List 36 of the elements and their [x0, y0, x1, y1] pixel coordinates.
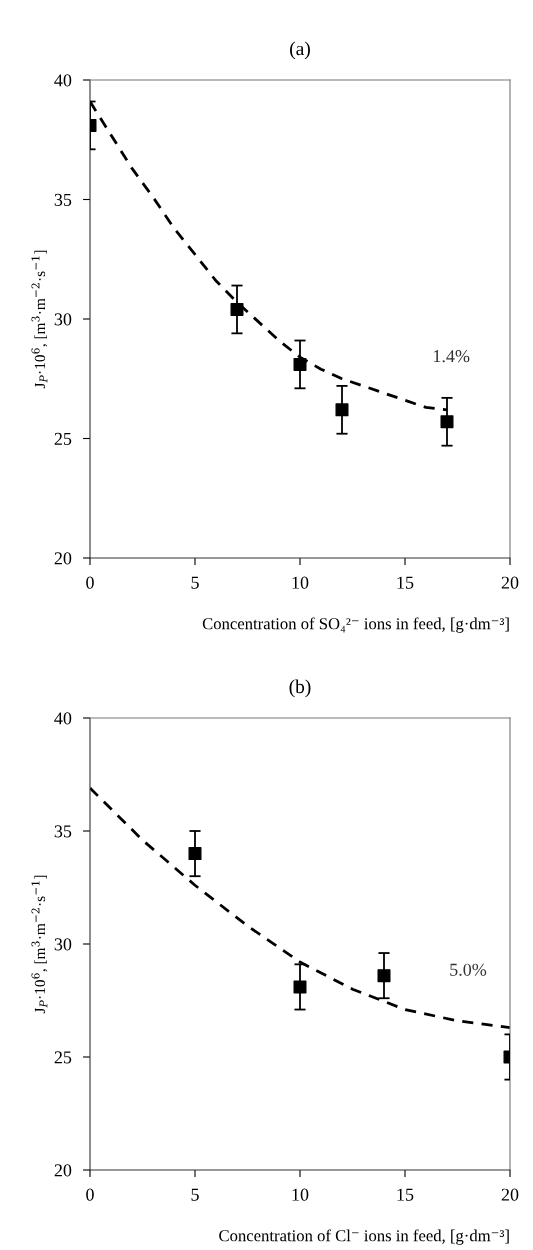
- annotation: 5.0%: [450, 963, 487, 976]
- annotation: 1.4%: [433, 350, 470, 363]
- text: J$_{P}$·10$^{6}$, [m$^{3}$·m$^{−2}$·s$^{−1}$]: [31, 250, 48, 389]
- y-tick-label: 40: [54, 712, 72, 725]
- point: [440, 415, 454, 429]
- x-axis-title: Concentration of SO₄²⁻ ions in feed, [g·dm⁻³]: [202, 617, 509, 633]
- y-tick-label: 30: [54, 313, 72, 326]
- line-series: [90, 786, 510, 1030]
- x-tick-label: 0: [86, 576, 94, 589]
- x-tick-label: 20: [501, 576, 519, 589]
- y-tick-label: 25: [54, 432, 72, 445]
- point: [293, 980, 307, 994]
- x-axis-title: Concentration of Cl⁻ ions in feed, [g·dm⁻³]: [219, 1229, 509, 1245]
- x-tick-label: 10: [292, 576, 309, 589]
- point: [335, 403, 349, 417]
- x-tick-label: 10: [292, 1188, 309, 1201]
- y-tick-label: 20: [54, 1164, 72, 1177]
- point: [230, 302, 244, 316]
- x-tick-label: 20: [501, 1188, 519, 1201]
- x-tick-label: 5: [191, 576, 199, 589]
- chart-title: (a): [290, 41, 310, 60]
- y-tick-label: 35: [54, 825, 72, 838]
- y-tick-label: 35: [54, 193, 72, 206]
- point: [188, 847, 202, 861]
- x-tick-label: 15: [397, 1188, 414, 1201]
- x-tick-label: 0: [86, 1188, 94, 1201]
- y-tick-label: 40: [54, 74, 72, 87]
- y-tick-label: 20: [54, 552, 72, 565]
- x-tick-label: 15: [397, 576, 414, 589]
- y-tick-label: 25: [54, 1051, 72, 1064]
- point: [293, 357, 307, 371]
- text: J$_{P}$·10$^{6}$, [m$^{3}$·m$^{−2}$·s$^{−1}$]: [31, 875, 48, 1014]
- x-tick-label: 5: [191, 1188, 199, 1201]
- point: [377, 969, 391, 983]
- y-tick-label: 30: [54, 938, 72, 951]
- chart-title: (b): [289, 679, 311, 698]
